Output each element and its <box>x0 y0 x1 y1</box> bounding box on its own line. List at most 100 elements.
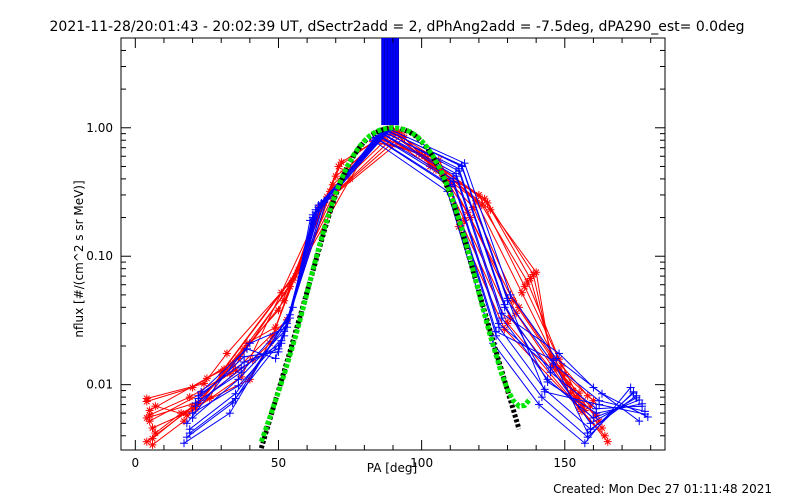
red-data-point-d2 <box>575 389 583 397</box>
blue-series-line <box>189 134 637 434</box>
blue-data-point <box>371 133 380 142</box>
x-axis-label: PA [deg] <box>367 461 417 475</box>
red-data-point-d2 <box>177 410 185 417</box>
red-data-point-d2 <box>143 414 150 422</box>
blue-data-point <box>234 381 243 390</box>
y-tick-label: 0.10 <box>86 249 113 263</box>
red-data-point <box>148 434 157 443</box>
blue-data-point <box>271 354 280 363</box>
blue-data-point <box>185 429 194 438</box>
red-data-point <box>148 440 157 449</box>
red-data-point-d2 <box>149 441 156 449</box>
blue-data-point <box>225 409 234 418</box>
blue-data-point <box>182 433 191 442</box>
red-data-point-d2 <box>203 375 211 382</box>
blue-data-point <box>494 319 503 328</box>
blue-data-point <box>589 414 598 423</box>
blue-series-line <box>186 129 646 438</box>
blue-data-point <box>179 439 188 448</box>
red-data-point <box>222 349 231 358</box>
red-data-point <box>145 406 154 415</box>
red-data-point-d2 <box>507 314 514 322</box>
red-data-point <box>532 268 541 277</box>
blue-data-point <box>540 387 549 396</box>
red-data-point-d2 <box>555 355 563 363</box>
black-fit-layer <box>258 125 522 449</box>
x-tick-label: 0 <box>131 456 139 470</box>
blue-data-point <box>449 174 458 183</box>
red-data-point <box>520 282 529 291</box>
red-data-point-d2 <box>401 134 408 141</box>
red-data-point <box>603 437 612 446</box>
blue-data-point <box>274 344 283 353</box>
red-data-point-d2 <box>547 353 554 360</box>
blue-data-point <box>549 356 558 365</box>
red-data-point <box>151 402 160 411</box>
black-fit-line <box>258 125 522 449</box>
blue-data-point <box>320 197 329 206</box>
red-data-point <box>142 394 151 403</box>
red-series-line <box>149 128 591 416</box>
red-data-point <box>526 274 535 283</box>
blue-data-point <box>237 368 246 377</box>
red-data-point <box>148 423 157 432</box>
blue-data-point <box>457 161 466 170</box>
blue-data-point <box>586 419 595 428</box>
blue-data-point <box>280 331 289 340</box>
red-data-point <box>274 306 283 315</box>
x-tick-label: 150 <box>553 456 576 470</box>
red-data-point <box>575 389 584 398</box>
blue-data-point <box>535 400 544 409</box>
blue-data-point <box>635 417 644 426</box>
red-data-point-d2 <box>152 429 159 437</box>
red-data-point-d2 <box>266 340 274 347</box>
y-tick-label: 1.00 <box>86 121 113 135</box>
blue-data-point <box>537 393 546 402</box>
blue-series-line <box>197 137 634 438</box>
blue-data-point <box>500 300 509 309</box>
red-data-point-d2 <box>481 195 488 202</box>
blue-series-line <box>192 133 640 419</box>
red-data-point <box>142 437 151 446</box>
blue-data-point <box>543 377 552 386</box>
red-data-point <box>217 368 226 377</box>
red-data-point-d2 <box>223 350 231 357</box>
blue-data-point <box>632 393 641 402</box>
red-data-point <box>200 379 209 388</box>
blue-series-line <box>192 131 643 414</box>
blue-data-point <box>194 391 203 400</box>
x-tick-label: 100 <box>410 456 433 470</box>
blue-series-line <box>200 139 631 444</box>
red-data-point <box>202 374 211 383</box>
blue-series-line <box>186 132 640 424</box>
red-data-point <box>483 198 492 207</box>
blue-data-point <box>592 409 601 418</box>
blue-data-point <box>595 400 604 409</box>
red-data-point-d2 <box>186 393 193 401</box>
y-axis-label: nflux [#/(cm^2 s sr MeV)] <box>72 180 86 337</box>
red-data-point-d2 <box>510 297 517 304</box>
red-data-point <box>142 414 151 423</box>
red-data-point-d2 <box>487 206 494 213</box>
blue-data-point <box>245 339 254 348</box>
blue-data-point <box>308 213 317 222</box>
red-data-point-d2 <box>521 283 528 290</box>
blue-data-point <box>638 399 647 408</box>
red-data-point-d2 <box>218 369 225 376</box>
red-data-point <box>517 288 526 297</box>
blue-data-point <box>583 429 592 438</box>
chart-title: 2021-11-28/20:01:43 - 20:02:39 UT, dSect… <box>50 19 745 35</box>
blue-spike-layer <box>381 38 400 126</box>
blue-data-point <box>626 383 635 392</box>
blue-data-point <box>546 363 555 372</box>
blue-data-point <box>640 410 649 419</box>
red-data-point-d2 <box>338 158 345 166</box>
green-fit-line <box>258 125 533 443</box>
blue-data-point <box>231 394 240 403</box>
red-data-point-d2 <box>180 417 188 425</box>
red-data-point-d2 <box>346 175 354 183</box>
red-data-point <box>583 391 592 400</box>
blue-data-point <box>451 169 460 178</box>
red-data-point-d2 <box>275 307 282 314</box>
